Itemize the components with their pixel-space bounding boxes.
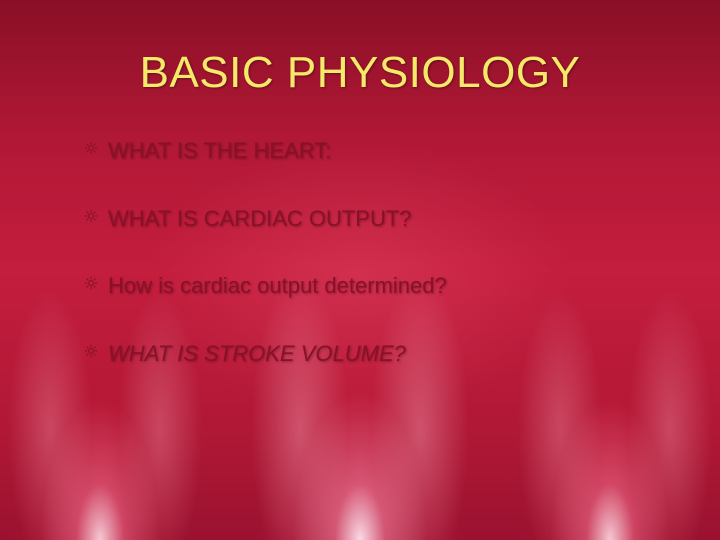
slide-title: BASIC PHYSIOLOGY bbox=[60, 48, 660, 98]
list-item: How is cardiac output determined? bbox=[84, 271, 660, 301]
bullet-text: WHAT IS THE HEART: bbox=[108, 136, 331, 166]
sun-bullet-icon bbox=[84, 209, 98, 228]
list-item: WHAT IS CARDIAC OUTPUT? bbox=[84, 204, 660, 234]
bullet-list: WHAT IS THE HEART: WHAT IS CARDIAC OUTPU… bbox=[60, 136, 660, 369]
bullet-text: WHAT IS STROKE VOLUME? bbox=[108, 339, 406, 369]
sun-bullet-icon bbox=[84, 141, 98, 160]
sun-bullet-icon bbox=[84, 344, 98, 363]
list-item: WHAT IS THE HEART: bbox=[84, 136, 660, 166]
list-item: WHAT IS STROKE VOLUME? bbox=[84, 339, 660, 369]
sun-bullet-icon bbox=[84, 276, 98, 295]
bullet-text: How is cardiac output determined? bbox=[108, 271, 447, 301]
slide-content: BASIC PHYSIOLOGY WHAT IS THE HEART: WHAT… bbox=[0, 0, 720, 369]
bullet-text: WHAT IS CARDIAC OUTPUT? bbox=[108, 204, 412, 234]
